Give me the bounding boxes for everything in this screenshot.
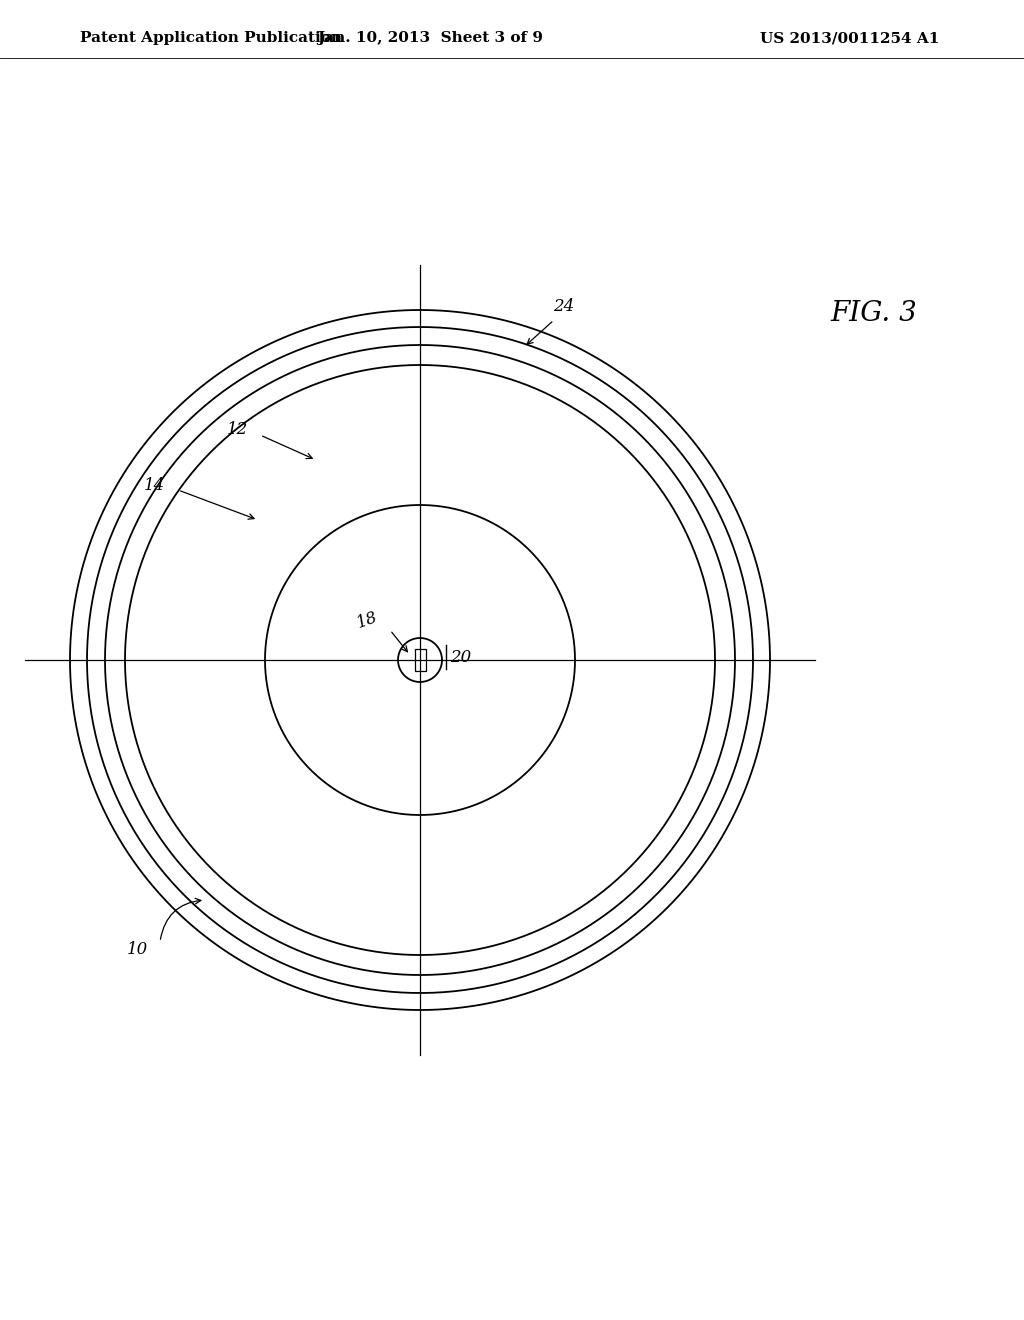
Text: 20: 20 [450,648,471,665]
Text: 10: 10 [127,941,148,958]
Text: 18: 18 [354,609,380,632]
Text: 24: 24 [553,298,574,315]
Text: 14: 14 [143,477,165,494]
Text: Jan. 10, 2013  Sheet 3 of 9: Jan. 10, 2013 Sheet 3 of 9 [317,30,543,45]
Text: Patent Application Publication: Patent Application Publication [80,30,342,45]
Text: FIG. 3: FIG. 3 [830,300,916,327]
Bar [415,649,426,671]
Text: US 2013/0011254 A1: US 2013/0011254 A1 [760,30,939,45]
Text: 12: 12 [226,421,248,438]
